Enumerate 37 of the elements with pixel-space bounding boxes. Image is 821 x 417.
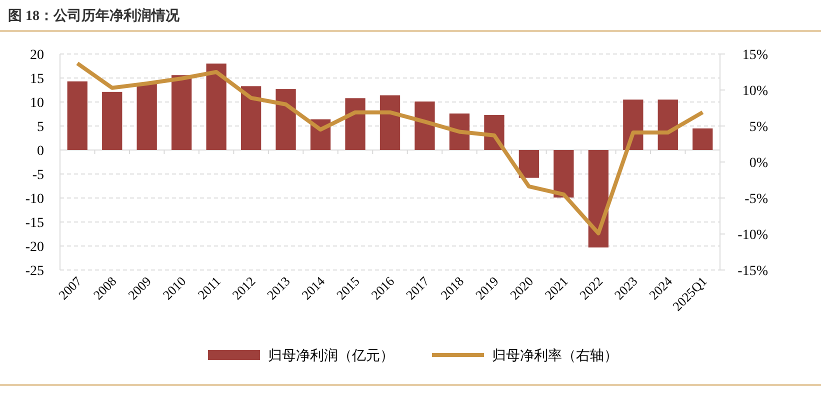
y2-tick-label: -10% xyxy=(738,228,768,243)
bar xyxy=(206,64,226,150)
legend-label: 归母净利润（亿元） xyxy=(268,348,394,364)
y-tick-label: 0 xyxy=(37,144,44,159)
bar xyxy=(240,86,262,150)
bar xyxy=(692,128,713,150)
y2-tick-label: 5% xyxy=(749,120,768,135)
bar xyxy=(518,150,540,178)
bar xyxy=(658,100,678,150)
y-tick-label: -20 xyxy=(25,240,44,255)
bar xyxy=(554,150,574,198)
bar xyxy=(588,150,608,248)
y2-tick-label: -5% xyxy=(744,192,768,207)
y-tick-label: -15 xyxy=(25,216,44,231)
y-tick-label: 20 xyxy=(30,48,44,63)
y-tick-label: 15 xyxy=(30,72,44,87)
y2-tick-label: 10% xyxy=(742,84,768,99)
chart-title: 图 18：公司历年净利润情况 xyxy=(8,7,180,24)
bar xyxy=(276,89,296,150)
y-tick-label: 10 xyxy=(30,96,44,111)
bar xyxy=(136,84,157,150)
bar xyxy=(102,92,122,150)
legend-label: 归母净利率（右轴） xyxy=(492,348,618,364)
line-series xyxy=(75,61,705,236)
x-tick-label: 2011 xyxy=(194,274,224,302)
bar xyxy=(414,102,435,150)
y2-tick-label: 0% xyxy=(749,156,768,171)
y-tick-label: -25 xyxy=(25,264,44,279)
y2-tick-label: -15% xyxy=(738,264,768,279)
y-tick-label: 5 xyxy=(37,120,44,135)
y-tick-label: -10 xyxy=(25,192,44,207)
bar xyxy=(172,75,192,150)
y2-tick-label: 15% xyxy=(742,48,768,63)
y-tick-label: -5 xyxy=(32,168,44,183)
bar xyxy=(380,95,400,150)
bar xyxy=(345,98,366,150)
bar xyxy=(67,81,88,150)
